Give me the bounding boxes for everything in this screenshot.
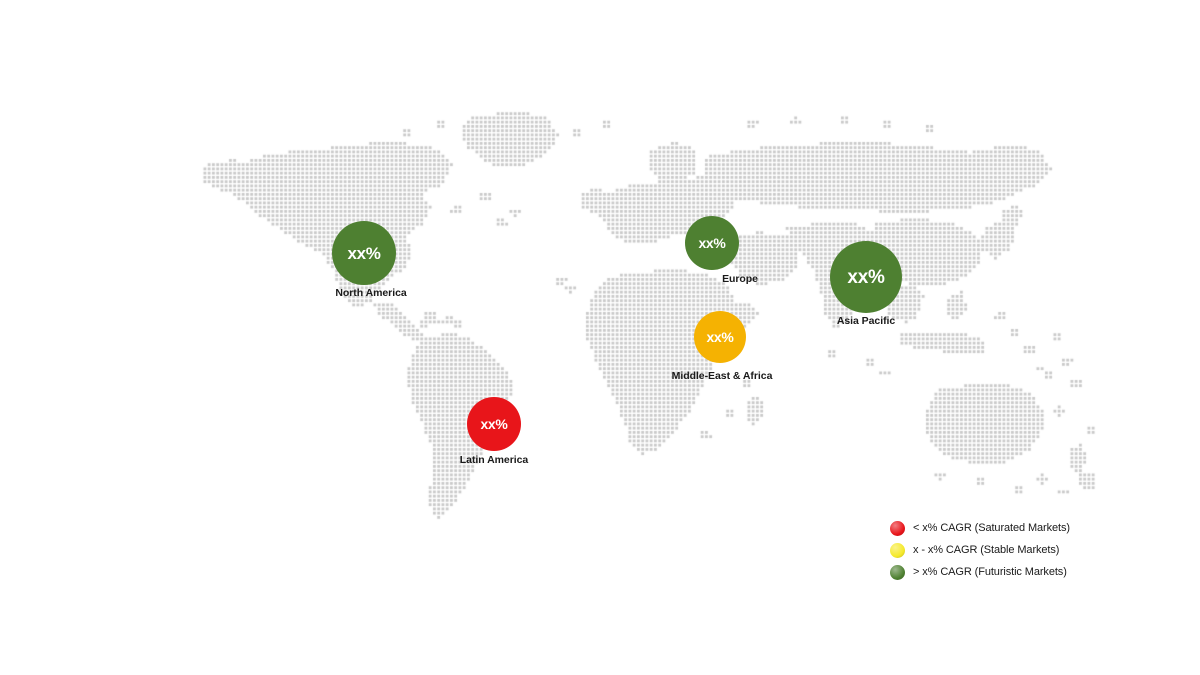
legend-saturated-swatch-icon <box>890 520 905 536</box>
region-bubble-latin-america[interactable]: xx% <box>467 397 521 451</box>
region-value-asia-pacific: xx% <box>847 266 885 288</box>
legend-saturated-label: < x% CAGR (Saturated Markets) <box>913 522 1070 534</box>
region-label-europe: Europe <box>722 273 758 285</box>
legend-stable[interactable]: x - x% CAGR (Stable Markets) <box>890 539 1070 561</box>
region-label-asia-pacific: Asia Pacific <box>836 315 896 327</box>
region-value-europe: xx% <box>698 235 726 251</box>
region-label-north-america: North America <box>335 287 407 299</box>
region-bubble-middle-east-africa[interactable]: xx% <box>694 311 746 363</box>
region-label-middle-east-africa: Middle-East & Africa <box>671 370 773 382</box>
legend-stable-label: x - x% CAGR (Stable Markets) <box>913 544 1060 556</box>
region-value-middle-east-africa: xx% <box>706 329 734 345</box>
region-bubble-europe[interactable]: xx% <box>685 216 739 270</box>
region-label-latin-america: Latin America <box>459 454 529 466</box>
legend-futuristic-swatch-icon <box>890 564 905 580</box>
region-value-north-america: xx% <box>347 243 381 263</box>
legend-saturated[interactable]: < x% CAGR (Saturated Markets) <box>890 517 1070 539</box>
region-bubble-asia-pacific[interactable]: xx% <box>830 241 902 313</box>
legend-futuristic[interactable]: > x% CAGR (Futuristic Markets) <box>890 561 1070 583</box>
legend: < x% CAGR (Saturated Markets) x - x% CAGR… <box>890 517 1070 583</box>
legend-futuristic-label: > x% CAGR (Futuristic Markets) <box>913 566 1067 578</box>
region-bubble-north-america[interactable]: xx% <box>332 221 396 285</box>
region-value-latin-america: xx% <box>480 416 508 432</box>
legend-stable-swatch-icon <box>890 542 905 558</box>
